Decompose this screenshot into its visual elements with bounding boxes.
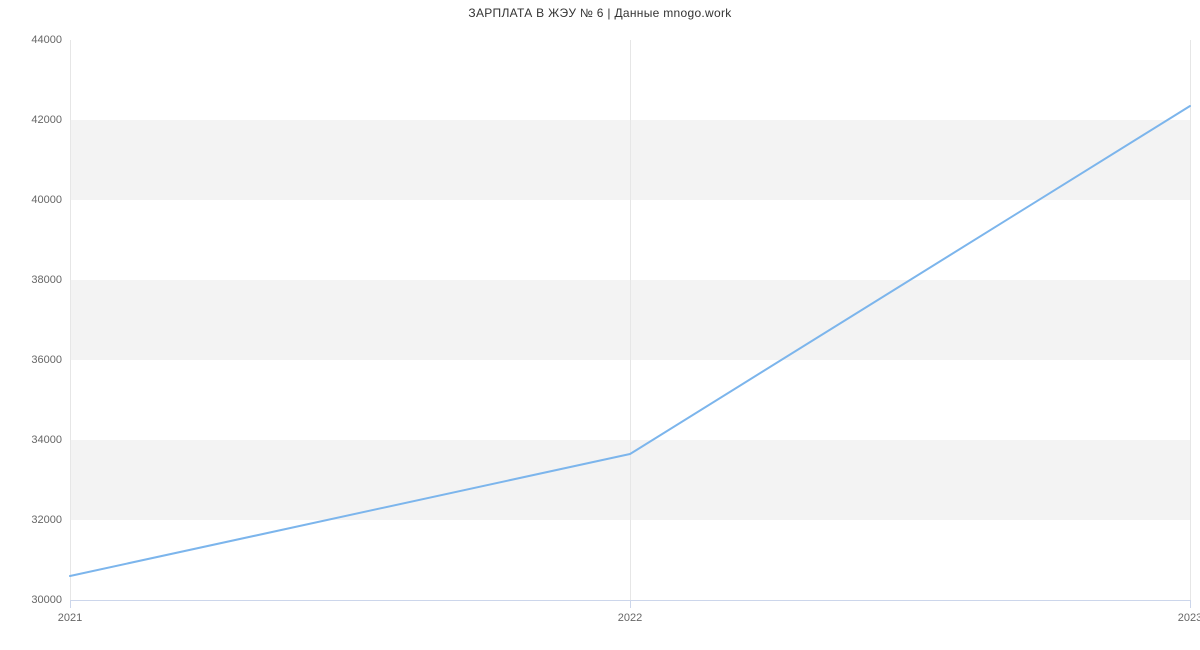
y-tick-label: 44000	[0, 34, 62, 46]
y-tick-label: 40000	[0, 194, 62, 206]
x-tick-label: 2021	[58, 612, 82, 624]
y-tick-label: 38000	[0, 274, 62, 286]
x-tick	[1190, 600, 1191, 608]
x-tick-label: 2023	[1178, 612, 1200, 624]
series-line	[70, 40, 1190, 600]
y-tick-label: 42000	[0, 114, 62, 126]
y-tick-label: 36000	[0, 354, 62, 366]
x-tick-label: 2022	[618, 612, 642, 624]
chart-title: ЗАРПЛАТА В ЖЭУ № 6 | Данные mnogo.work	[0, 6, 1200, 20]
x-tick	[630, 600, 631, 608]
y-tick-label: 34000	[0, 434, 62, 446]
x-gridline	[1190, 40, 1191, 600]
line-chart: ЗАРПЛАТА В ЖЭУ № 6 | Данные mnogo.work 3…	[0, 0, 1200, 650]
y-tick-label: 30000	[0, 594, 62, 606]
y-tick-label: 32000	[0, 514, 62, 526]
plot-area	[70, 40, 1190, 600]
x-tick	[70, 600, 71, 608]
